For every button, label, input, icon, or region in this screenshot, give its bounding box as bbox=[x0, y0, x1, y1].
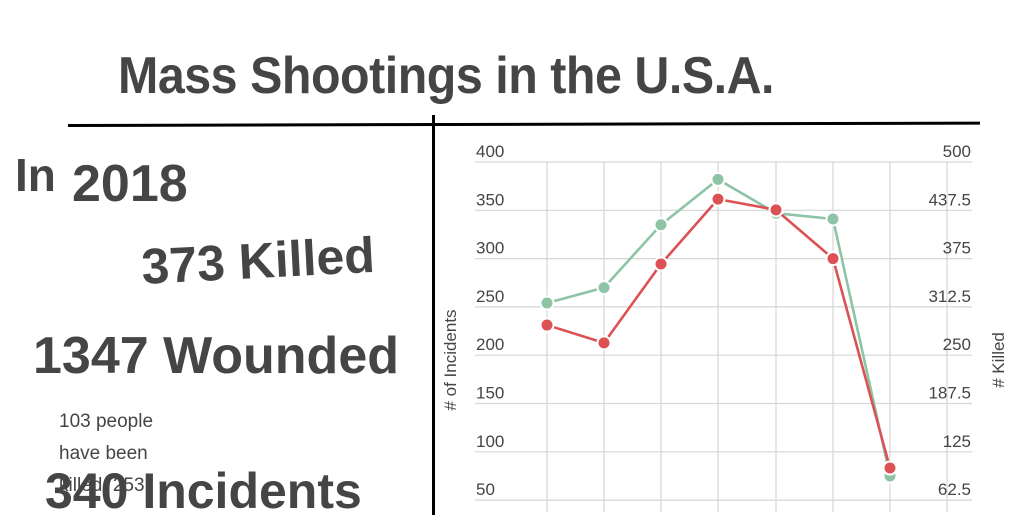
data-point-incidents[interactable] bbox=[710, 171, 726, 187]
stat-wounded: 1347 Wounded bbox=[33, 327, 400, 385]
y-tick-right: 187.5 bbox=[928, 384, 971, 403]
y-axis-right-ticks: 500 437.5 375 312.5 250 187.5 125 62.5 bbox=[928, 142, 971, 499]
y-tick-right: 500 bbox=[943, 142, 971, 161]
data-point-incidents[interactable] bbox=[596, 280, 612, 296]
panel-divider bbox=[432, 115, 435, 515]
y-axis-left-label: # of Incidents bbox=[441, 309, 460, 410]
y-tick-left: 350 bbox=[476, 190, 504, 209]
page-title: Mass Shootings in the U.S.A. bbox=[118, 47, 775, 105]
y-axis-left-ticks: 400 350 300 250 200 150 100 50 bbox=[476, 142, 504, 499]
y-tick-left: 200 bbox=[476, 335, 504, 354]
data-point-killed[interactable] bbox=[825, 251, 841, 267]
y-tick-right: 312.5 bbox=[928, 287, 971, 306]
chart-grid bbox=[475, 161, 972, 512]
y-axis-right-label: # Killed bbox=[989, 332, 1008, 388]
chart-series bbox=[539, 171, 898, 484]
y-tick-left: 100 bbox=[476, 432, 504, 451]
data-point-incidents[interactable] bbox=[653, 217, 669, 233]
stat-note: 103 people have been killed, 253 bbox=[59, 411, 154, 496]
y-tick-left: 400 bbox=[476, 142, 504, 161]
y-tick-right: 437.5 bbox=[928, 190, 971, 209]
stat-incidents: 340 Incidents bbox=[45, 463, 362, 519]
y-tick-right: 125 bbox=[943, 432, 971, 451]
data-point-killed[interactable] bbox=[596, 335, 612, 351]
y-tick-left: 300 bbox=[476, 239, 504, 258]
stat-prefix: In bbox=[15, 149, 56, 201]
y-tick-left: 250 bbox=[476, 287, 504, 306]
data-point-killed[interactable] bbox=[882, 460, 898, 476]
y-tick-right: 375 bbox=[943, 239, 971, 258]
y-tick-left: 150 bbox=[476, 384, 504, 403]
y-tick-left: 50 bbox=[476, 480, 495, 499]
stat-year: 2018 bbox=[72, 155, 188, 213]
y-tick-right: 250 bbox=[943, 335, 971, 354]
data-point-killed[interactable] bbox=[539, 317, 555, 333]
y-tick-right: 62.5 bbox=[938, 480, 971, 499]
data-point-incidents[interactable] bbox=[539, 295, 555, 311]
data-point-killed[interactable] bbox=[768, 202, 784, 218]
data-point-killed[interactable] bbox=[653, 256, 669, 272]
data-point-incidents[interactable] bbox=[825, 211, 841, 227]
data-point-killed[interactable] bbox=[710, 191, 726, 207]
